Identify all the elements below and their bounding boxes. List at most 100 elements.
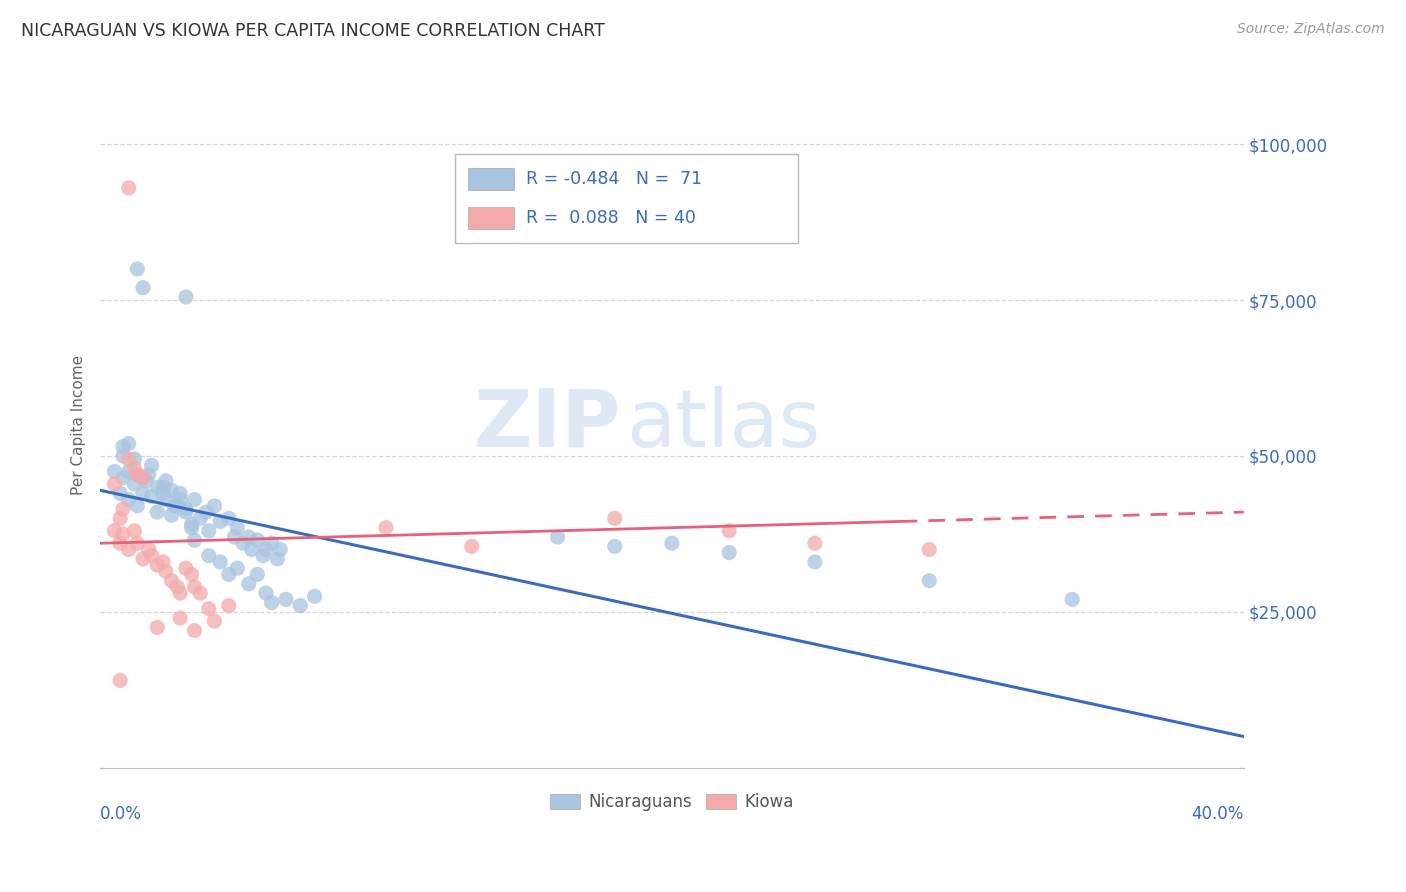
Point	[266, 552, 288, 566]
Point	[152, 480, 174, 494]
Point	[127, 261, 149, 276]
Text: R =  0.088   N = 40: R = 0.088 N = 40	[526, 210, 696, 227]
Point	[269, 542, 291, 557]
Point	[174, 561, 197, 575]
Point	[138, 467, 160, 482]
Point	[127, 536, 149, 550]
Point	[155, 474, 177, 488]
Point	[246, 567, 269, 582]
Point	[183, 492, 205, 507]
Point	[135, 474, 157, 488]
Point	[111, 527, 134, 541]
Point	[132, 552, 155, 566]
Point	[180, 567, 202, 582]
Point	[160, 483, 183, 498]
Point	[804, 536, 827, 550]
Point	[226, 521, 249, 535]
Point	[124, 524, 146, 538]
Point	[103, 477, 125, 491]
Point	[152, 555, 174, 569]
Text: ZIP: ZIP	[474, 386, 620, 464]
Point	[146, 558, 169, 572]
Point	[155, 492, 177, 507]
Text: R = -0.484   N =  71: R = -0.484 N = 71	[526, 170, 702, 188]
Point	[174, 505, 197, 519]
Point	[169, 586, 191, 600]
Y-axis label: Per Capita Income: Per Capita Income	[72, 355, 86, 495]
Point	[108, 511, 131, 525]
Point	[124, 461, 146, 475]
Point	[141, 549, 163, 563]
Point	[183, 580, 205, 594]
Point	[111, 471, 134, 485]
Point	[124, 477, 146, 491]
Text: 0.0%: 0.0%	[100, 805, 142, 823]
Point	[224, 530, 246, 544]
Point	[218, 599, 240, 613]
Point	[108, 536, 131, 550]
Point	[238, 576, 260, 591]
Point	[132, 280, 155, 294]
Point	[108, 673, 131, 688]
Point	[146, 480, 169, 494]
Point	[254, 586, 277, 600]
Point	[127, 499, 149, 513]
Point	[603, 540, 626, 554]
Point	[238, 530, 260, 544]
Point	[127, 467, 149, 482]
Point	[183, 533, 205, 548]
Point	[918, 542, 941, 557]
Point	[188, 511, 211, 525]
Point	[180, 521, 202, 535]
Point	[163, 499, 186, 513]
Point	[108, 486, 131, 500]
Point	[138, 542, 160, 557]
Text: atlas: atlas	[626, 386, 821, 464]
Point	[375, 521, 398, 535]
Point	[547, 530, 569, 544]
Point	[118, 452, 141, 467]
Point	[111, 449, 134, 463]
Point	[603, 511, 626, 525]
Point	[204, 614, 226, 628]
Point	[197, 601, 219, 615]
Point	[197, 524, 219, 538]
Point	[118, 436, 141, 450]
Point	[209, 555, 232, 569]
Point	[166, 499, 188, 513]
Point	[118, 492, 141, 507]
Point	[304, 589, 326, 603]
FancyBboxPatch shape	[454, 154, 797, 243]
Point	[160, 508, 183, 523]
Point	[160, 574, 183, 588]
Point	[260, 536, 283, 550]
Point	[103, 524, 125, 538]
Point	[111, 502, 134, 516]
Point	[118, 465, 141, 479]
Point	[918, 574, 941, 588]
Point	[194, 505, 217, 519]
Point	[174, 502, 197, 516]
Point	[132, 471, 155, 485]
Point	[118, 542, 141, 557]
FancyBboxPatch shape	[468, 208, 515, 229]
Point	[232, 536, 254, 550]
Point	[661, 536, 683, 550]
Point	[804, 555, 827, 569]
Point	[174, 290, 197, 304]
Point	[274, 592, 297, 607]
Point	[166, 580, 188, 594]
Point	[218, 567, 240, 582]
Point	[209, 515, 232, 529]
Text: 40.0%: 40.0%	[1191, 805, 1244, 823]
Point	[254, 542, 277, 557]
Point	[155, 564, 177, 578]
Point	[146, 620, 169, 634]
Point	[218, 511, 240, 525]
Point	[118, 181, 141, 195]
Point	[132, 471, 155, 485]
Point	[226, 561, 249, 575]
Point	[141, 458, 163, 473]
Legend: Nicaraguans, Kiowa: Nicaraguans, Kiowa	[544, 787, 800, 818]
Point	[290, 599, 312, 613]
